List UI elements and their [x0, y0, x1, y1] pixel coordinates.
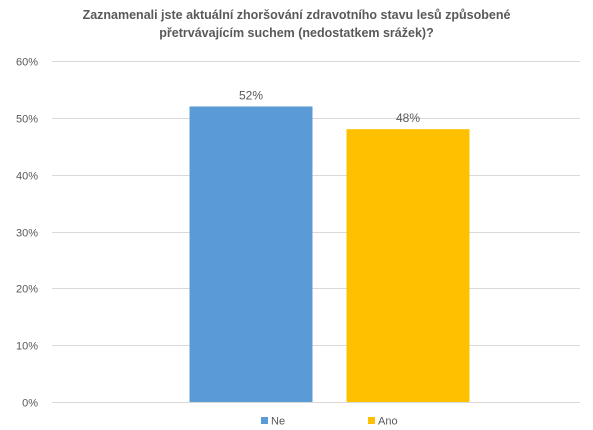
bar-ano — [346, 129, 470, 402]
legend: Ne Ano — [261, 416, 398, 428]
data-labels: 52% 48% — [239, 88, 420, 125]
bars — [189, 106, 470, 402]
y-tick-label-6: 60% — [16, 57, 38, 69]
y-tick-label-3: 30% — [16, 228, 38, 240]
legend-label-ne: Ne — [271, 416, 285, 428]
gridlines — [52, 61, 580, 403]
chart-title-line-2: přetrvávajícím suchem (nedostatkem sráže… — [159, 26, 434, 40]
y-axis-tick-labels: 0% 10% 20% 30% 40% 50% 60% — [16, 57, 38, 410]
legend-swatch-ne — [261, 417, 268, 424]
y-tick-label-4: 40% — [16, 171, 38, 183]
y-tick-label-2: 20% — [16, 284, 38, 296]
chart-title: Zaznamenali jste aktuální zhoršování zdr… — [40, 6, 553, 42]
data-label-ne: 52% — [239, 88, 263, 102]
legend-swatch-ano — [368, 417, 375, 424]
chart-title-line-1: Zaznamenali jste aktuální zhoršování zdr… — [82, 8, 511, 22]
legend-label-ano: Ano — [378, 416, 398, 428]
y-tick-label-1: 10% — [16, 341, 38, 353]
y-tick-label-0: 0% — [22, 398, 38, 410]
y-tick-label-5: 50% — [16, 114, 38, 126]
bar-ne — [189, 106, 313, 402]
data-label-ano: 48% — [396, 111, 420, 125]
